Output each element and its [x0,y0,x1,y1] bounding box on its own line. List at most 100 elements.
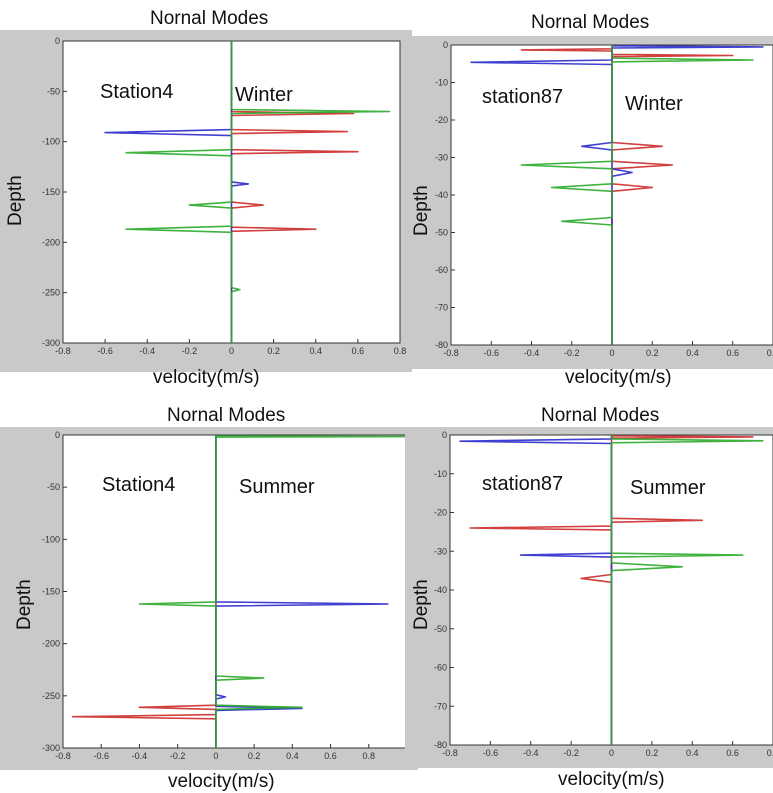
y-tick-label: 0 [55,36,60,46]
panel-station4-winter: -0.8 -0.6 -0.4 -0.2 0 0.2 0.4 0.6 0.8 0 -50 -100 -15… [0,8,412,388]
y-tick-label: -30 [434,546,447,556]
x-axis-label: velocity(m/s) [153,367,260,388]
y-tick-label: -10 [434,469,447,479]
x-tick-label: -0.6 [483,748,499,758]
mode-series-line [125,41,391,343]
y-tick-label: -200 [42,237,60,247]
x-tick-label: 0.4 [309,346,322,356]
x-axis-label: velocity(m/s) [168,771,275,792]
station-annotation: station87 [482,473,563,495]
y-tick-label: -40 [435,190,448,200]
x-tick-label: 0.2 [248,751,261,761]
y-tick-label: -150 [42,587,60,597]
chart-title: Nornal Modes [531,12,649,33]
y-tick-label: 0 [442,430,447,440]
x-tick-label: 0.8 [767,348,773,358]
y-tick-label: -50 [434,624,447,634]
plot-content: -0.8 -0.6 -0.4 -0.2 0 0.2 0.4 0.6 0.8 0 -10 -20 -30 -… [434,430,773,758]
x-tick-label: 0.8 [767,748,773,758]
x-tick-label: -0.6 [97,346,113,356]
x-tick-label: -0.8 [443,348,459,358]
y-tick-label: -30 [435,153,448,163]
x-axis-label: velocity(m/s) [565,367,672,388]
x-tick-label: 0.2 [267,346,280,356]
chart-title: Nornal Modes [541,405,659,426]
y-tick-label: -300 [42,338,60,348]
mode-series-line [138,435,408,748]
y-tick-label: -40 [434,585,447,595]
x-tick-label: -0.4 [139,346,155,356]
y-tick-label: -70 [435,303,448,313]
chart-title: Nornal Modes [150,8,268,29]
x-tick-label: 0.4 [686,348,699,358]
y-tick-label: -300 [42,743,60,753]
x-tick-label: -0.4 [132,751,148,761]
x-tick-label: 0 [609,348,614,358]
x-tick-label: -0.6 [483,348,499,358]
x-tick-label: -0.4 [524,348,540,358]
y-axis-label: Depth [5,175,26,226]
y-tick-label: -150 [42,187,60,197]
x-tick-label: 0.6 [324,751,337,761]
x-tick-label: 0.8 [394,346,407,356]
x-tick-label: -0.6 [93,751,109,761]
season-annotation: Winter [625,93,683,115]
x-tick-label: -0.8 [55,346,71,356]
x-tick-label: 0.2 [646,348,659,358]
x-tick-label: 0.6 [726,348,739,358]
x-tick-label: 0 [229,346,234,356]
panel-station87-summer: -0.8 -0.6 -0.4 -0.2 0 0.2 0.4 0.6 0.8 0 -10 -20 -30 -… [405,405,773,790]
x-tick-label: 0 [213,751,218,761]
plot-area [62,434,408,749]
y-tick-label: -20 [434,508,447,518]
y-tick-label: -20 [435,115,448,125]
y-tick-label: -60 [435,265,448,275]
y-tick-label: -100 [42,137,60,147]
x-tick-label: -0.2 [563,748,579,758]
y-axis-label: Depth [411,579,432,630]
x-tick-label: 0.6 [352,346,365,356]
x-tick-label: 0 [609,748,614,758]
mode-series-line [215,435,389,748]
panel-station87-winter: -0.8 -0.6 -0.4 -0.2 0 0.2 0.4 0.6 0.8 0 -10 -20 -30 -… [406,12,773,388]
mode-series-line [610,435,764,745]
y-tick-label: -10 [435,78,448,88]
y-tick-label: -60 [434,663,447,673]
plot-content: -0.8 -0.6 -0.4 -0.2 0 0.2 0.4 0.6 0.8 0 -10 -20 -30 -… [435,40,773,358]
x-tick-label: -0.2 [564,348,580,358]
x-tick-label: 0.4 [686,748,699,758]
y-tick-label: -50 [47,86,60,96]
x-tick-label: -0.2 [182,346,198,356]
x-tick-label: -0.8 [55,751,71,761]
y-tick-label: -200 [42,639,60,649]
station-annotation: Station4 [102,474,175,496]
plot-content: -0.8-0.6-0.4-0.200.20.40.60.810-50-100-1… [42,430,410,761]
y-tick-label: -250 [42,691,60,701]
station-annotation: station87 [482,86,563,108]
x-tick-label: -0.4 [523,748,539,758]
y-tick-label: -50 [47,482,60,492]
mode-series-line [520,45,734,345]
y-tick-label: -100 [42,534,60,544]
y-tick-label: 0 [55,430,60,440]
x-tick-label: 0.4 [286,751,299,761]
y-tick-label: -80 [434,740,447,750]
x-tick-label: -0.2 [170,751,186,761]
x-tick-label: 0.8 [363,751,376,761]
y-tick-label: 0 [443,40,448,50]
y-tick-label: -50 [435,228,448,238]
station-annotation: Station4 [100,81,173,103]
x-axis-label: velocity(m/s) [558,769,665,790]
x-tick-label: 0.6 [726,748,739,758]
y-axis-label: Depth [411,185,432,236]
mode-series-line [230,41,359,343]
x-tick-label: 0.2 [646,748,659,758]
y-tick-label: -80 [435,340,448,350]
season-annotation: Winter [235,84,293,106]
chart-title: Nornal Modes [167,405,285,426]
season-annotation: Summer [239,476,315,498]
x-tick-label: -0.8 [442,748,458,758]
season-annotation: Summer [630,477,706,499]
panel-station4-summer: -0.8-0.6-0.4-0.200.20.40.60.810-50-100-1… [0,405,418,792]
